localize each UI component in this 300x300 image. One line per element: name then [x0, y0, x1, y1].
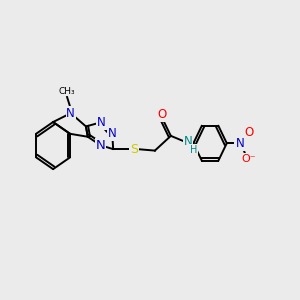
- Text: H: H: [190, 145, 197, 155]
- Text: N: N: [184, 135, 192, 148]
- Text: O⁻: O⁻: [242, 154, 256, 164]
- Text: N: N: [96, 139, 105, 152]
- Text: N: N: [66, 107, 75, 120]
- Text: O: O: [244, 126, 254, 139]
- Text: N: N: [108, 128, 117, 140]
- Text: N: N: [97, 116, 106, 129]
- Text: S: S: [130, 142, 138, 156]
- Text: O: O: [158, 108, 167, 121]
- Text: N: N: [236, 137, 244, 150]
- Text: CH₃: CH₃: [59, 87, 75, 96]
